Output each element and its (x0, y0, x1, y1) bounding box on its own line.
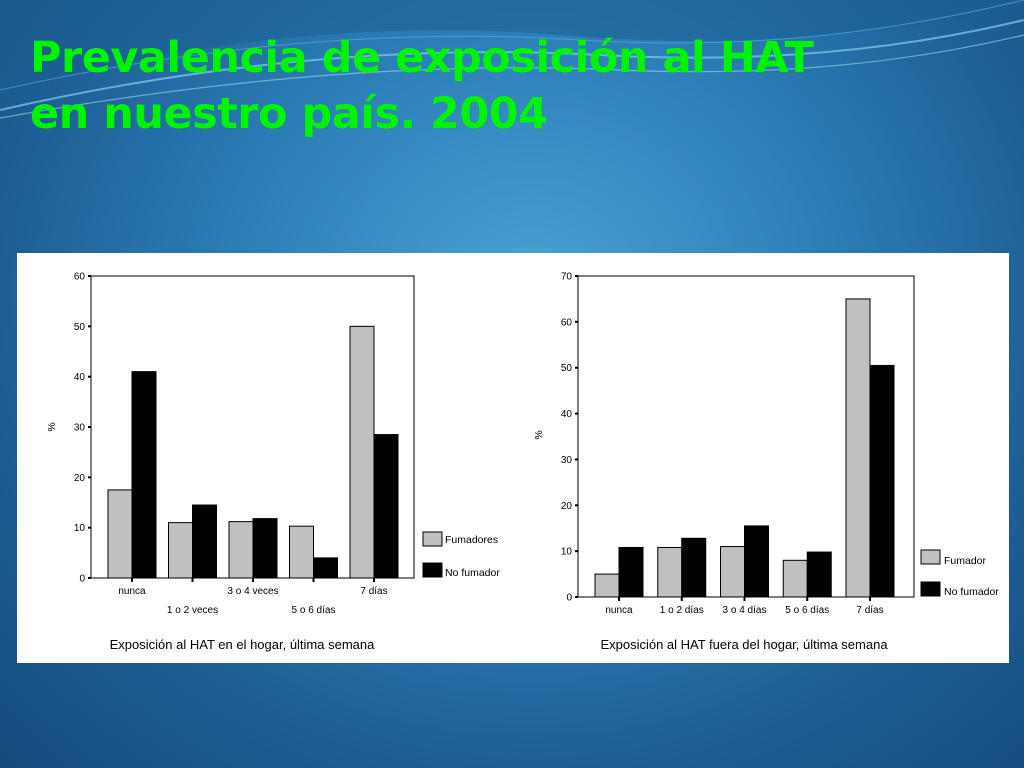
bar-series-1 (228, 521, 254, 579)
chart-panel-outside: % 0 10 20 30 40 50 60 70 nunca 1 o 2 días 3 o 4 d… (520, 253, 1009, 663)
y-tick-label: 20 (74, 473, 86, 484)
y-tick-label: 60 (74, 272, 86, 283)
legend-label-no-fumador: No fumador (944, 586, 999, 598)
x-tick-label: nunca (605, 605, 633, 616)
title-line-1: Prevalencia de exposición al HAT (30, 33, 814, 83)
legend-swatch-no-fumador (422, 562, 443, 578)
y-tick-label: 60 (561, 317, 573, 328)
x-tick-label: 5 o 6 días (785, 605, 829, 616)
bar-series-2 (252, 518, 278, 579)
bar-series-2 (131, 371, 157, 579)
bar-series-1 (107, 489, 133, 579)
legend: Fumadores No fumador (422, 531, 500, 579)
x-tick-label: 3 o 4 días (723, 605, 767, 616)
bar-series-1 (845, 298, 871, 598)
bar-series-2 (618, 546, 644, 598)
y-tick-label: 10 (74, 523, 86, 534)
y-tick-label: 10 (561, 547, 573, 558)
bar-series-2 (744, 525, 769, 598)
y-tick-label: 0 (79, 574, 85, 585)
y-tick-label: 30 (74, 423, 86, 434)
decorative-waves (0, 0, 1024, 119)
x-tick-label: 1 o 2 días (660, 605, 704, 616)
chart-home-exposure: % 0 10 20 30 40 50 60 nunca 1 o 2 veces 3 o 4 ve… (46, 272, 500, 653)
chart-caption: Exposición al HAT en el hogar, última se… (110, 637, 375, 652)
bar-series-2 (373, 434, 399, 579)
bar-series-1 (349, 325, 375, 579)
x-tick-label: nunca (118, 586, 146, 597)
slide-title: Prevalencia de exposición al HAT en nues… (30, 30, 814, 142)
x-tick-label: 5 o 6 días (292, 605, 336, 616)
y-axis-label: % (533, 430, 545, 439)
y-tick-label: 70 (561, 272, 573, 283)
bar-series-2 (681, 537, 707, 598)
y-tick-label: 40 (561, 409, 573, 420)
x-tick-label: 3 o 4 veces (227, 586, 278, 597)
legend-swatch-no-fumador (920, 581, 941, 597)
legend-label-fumadores: Fumadores (445, 534, 498, 546)
bar-series-1 (168, 522, 193, 579)
x-tick-label: 1 o 2 veces (167, 605, 218, 616)
legend-label-no-fumador: No fumador (445, 567, 500, 579)
chart-caption: Exposición al HAT fuera del hogar, últim… (600, 637, 888, 652)
x-tick-label: 7 días (360, 586, 387, 597)
y-tick-label: 50 (561, 363, 573, 374)
bar-series-1 (657, 546, 683, 598)
chart-panel-home: % 0 10 20 30 40 50 60 nunca 1 o 2 veces 3 o 4 ve… (17, 253, 521, 663)
bar-series-2 (192, 504, 217, 579)
y-tick-label: 40 (74, 372, 86, 383)
y-tick-label: 20 (561, 501, 573, 512)
bar-series-1 (289, 525, 314, 579)
bar-series-1 (720, 546, 745, 598)
y-tick-label: 50 (74, 322, 86, 333)
legend-swatch-fumadores (422, 531, 443, 547)
legend-label-fumador: Fumador (944, 555, 987, 567)
legend: Fumador No fumador (920, 549, 999, 598)
x-tick-label: 7 días (856, 605, 883, 616)
bar-series-2 (806, 551, 832, 598)
chart-outside-exposure: % 0 10 20 30 40 50 60 70 nunca 1 o 2 días 3 o 4 d… (533, 272, 999, 653)
y-tick-label: 0 (566, 593, 572, 604)
y-axis-label: % (46, 422, 58, 431)
bar-series-2 (869, 364, 895, 598)
bar-series-1 (782, 559, 808, 598)
bar-series-2 (313, 557, 338, 579)
title-line-2: en nuestro país. 2004 (30, 89, 548, 139)
bar-series-1 (594, 573, 620, 598)
y-tick-label: 30 (561, 455, 573, 466)
legend-swatch-fumador (920, 549, 941, 565)
